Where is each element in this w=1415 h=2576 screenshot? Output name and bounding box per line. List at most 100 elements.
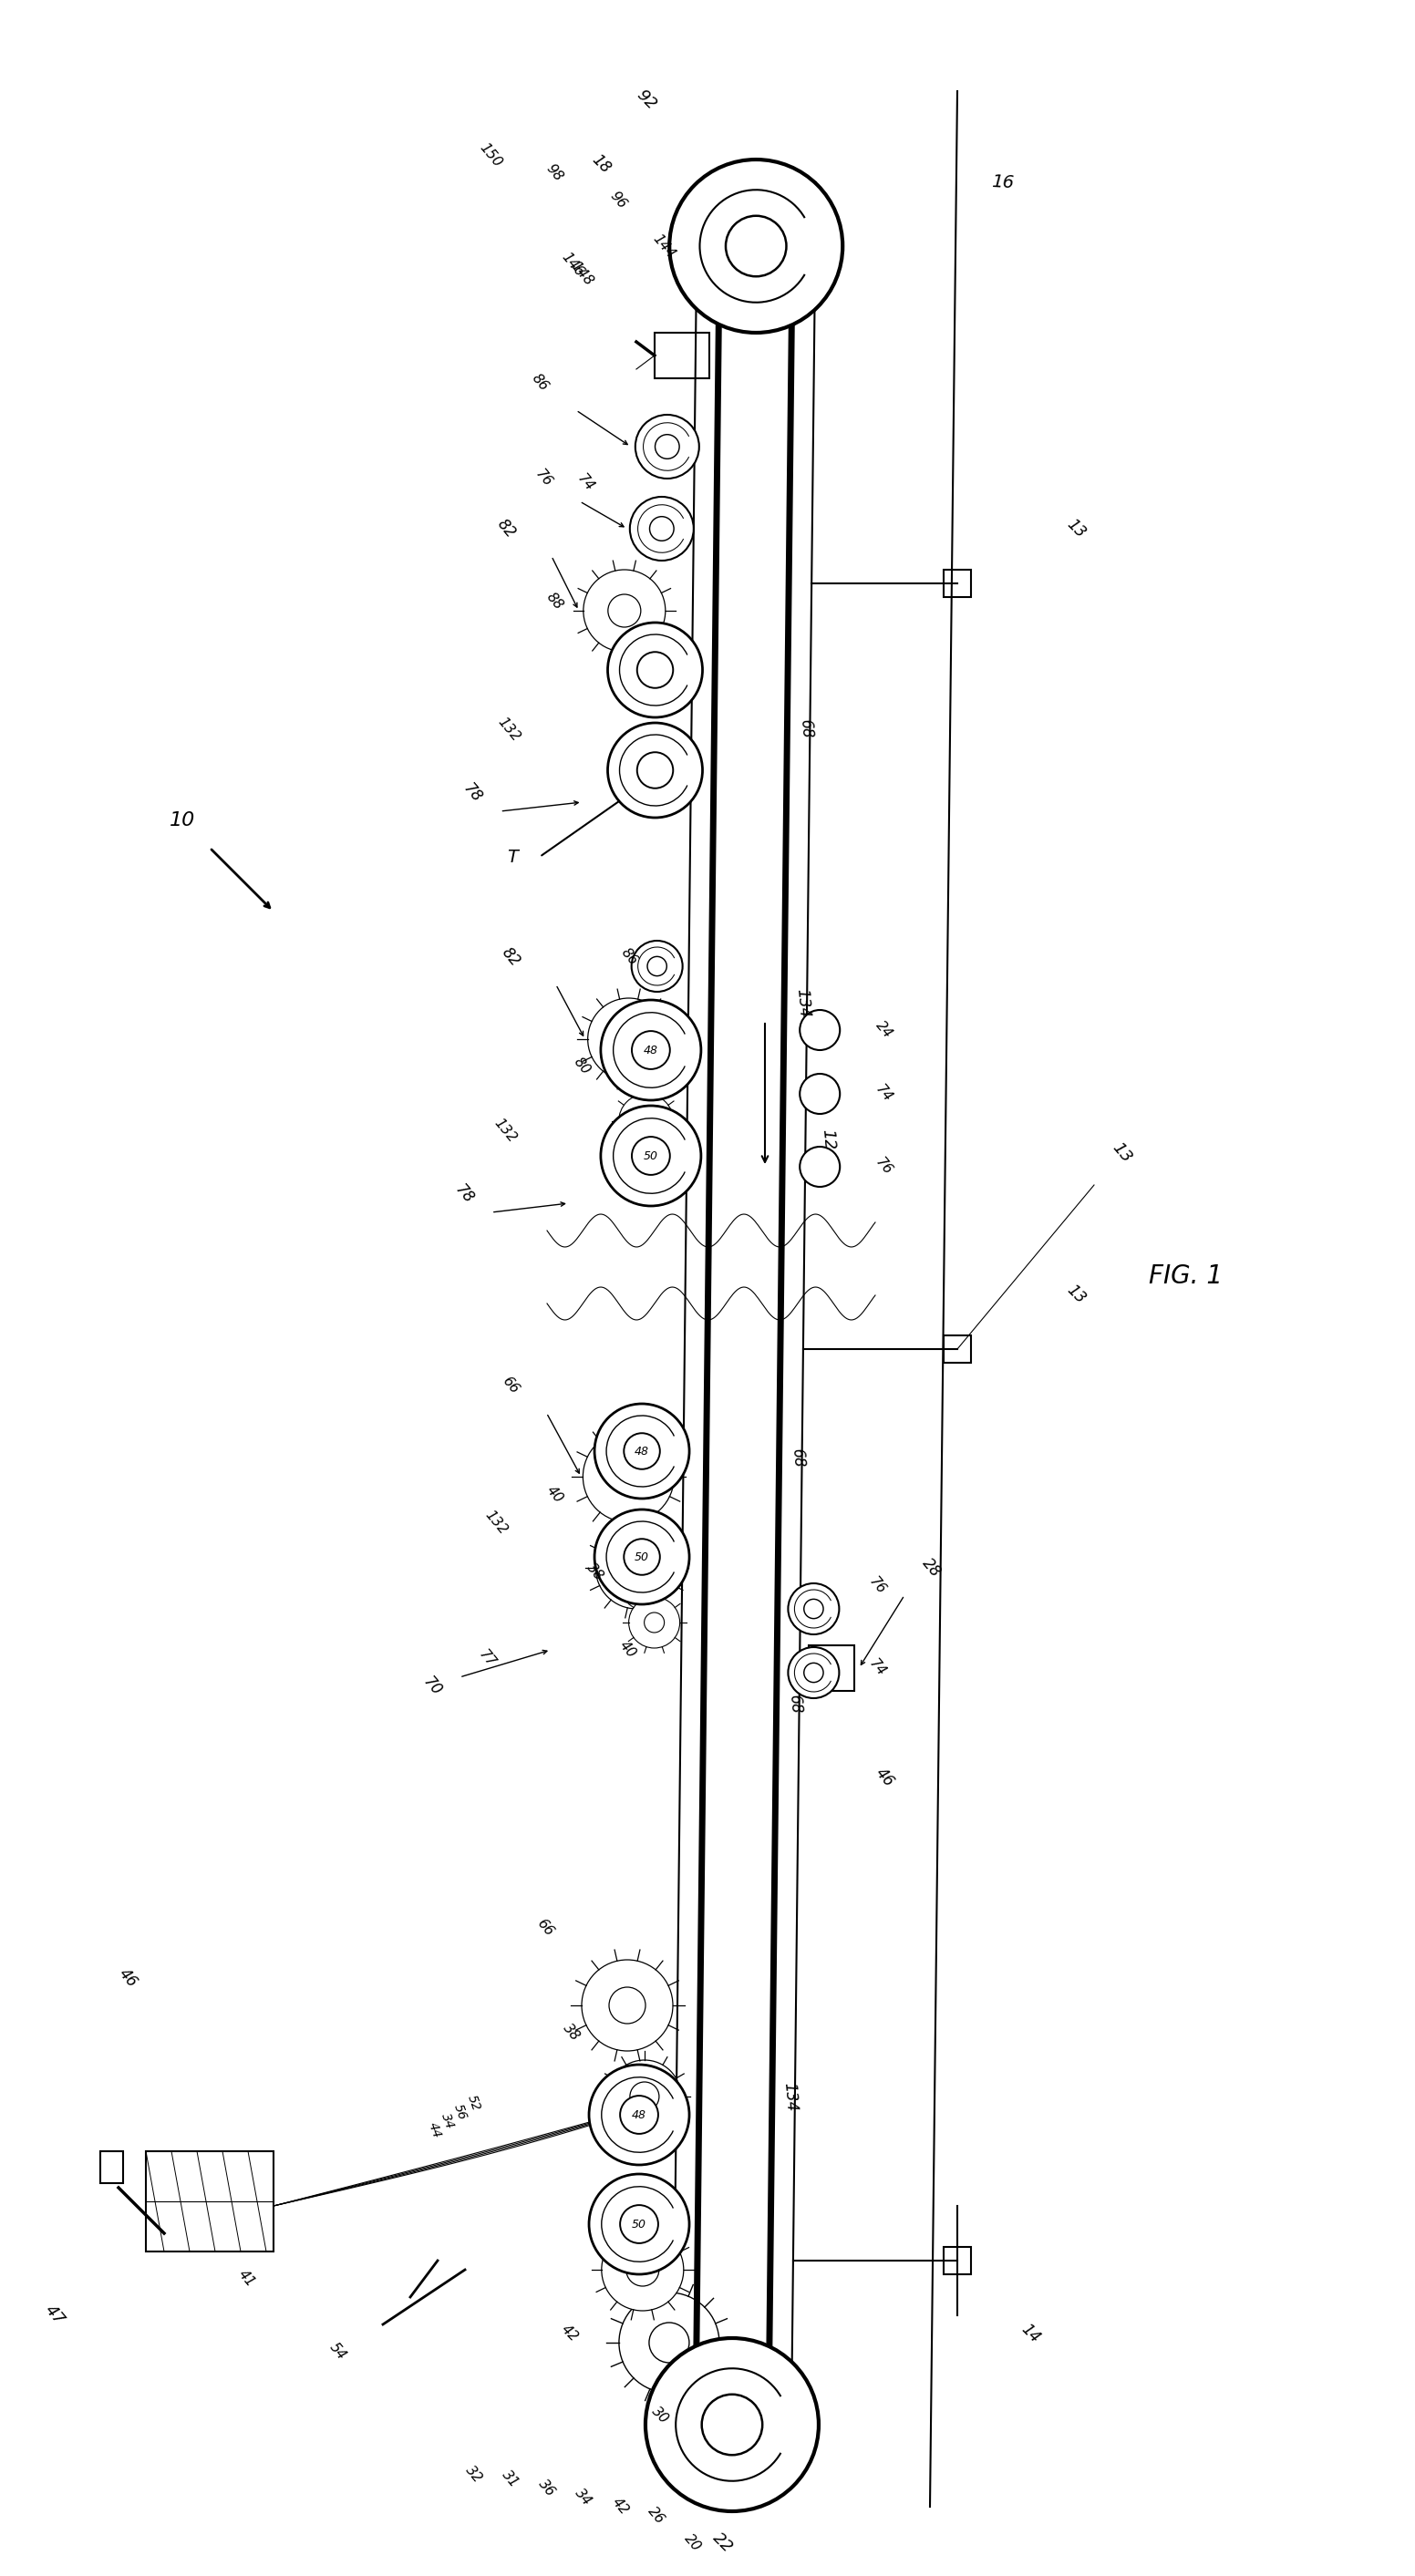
Text: 74: 74 <box>574 471 596 495</box>
Text: 68: 68 <box>797 719 815 739</box>
Circle shape <box>627 2254 659 2285</box>
Circle shape <box>589 2063 689 2164</box>
Circle shape <box>635 415 699 479</box>
Circle shape <box>624 1538 659 1574</box>
Circle shape <box>618 1095 674 1149</box>
Circle shape <box>608 595 641 626</box>
Text: 88: 88 <box>543 590 566 613</box>
Text: 78: 78 <box>460 781 485 806</box>
Circle shape <box>582 1960 674 2050</box>
Text: 68: 68 <box>785 1695 804 1716</box>
Text: 12: 12 <box>819 1128 838 1151</box>
Text: 10: 10 <box>170 811 195 829</box>
Text: 42: 42 <box>608 2496 631 2517</box>
Circle shape <box>589 2174 689 2275</box>
Bar <box>809 1646 855 1690</box>
Circle shape <box>633 1136 669 1175</box>
Circle shape <box>804 1600 824 1618</box>
Text: 28: 28 <box>920 1556 944 1582</box>
Text: 66: 66 <box>499 1376 521 1396</box>
Text: 32: 32 <box>463 2463 485 2486</box>
Circle shape <box>608 2061 681 2133</box>
Text: 68: 68 <box>788 1448 807 1468</box>
Text: 132: 132 <box>495 714 524 744</box>
Text: 92: 92 <box>634 88 659 113</box>
Text: FIG. 1: FIG. 1 <box>1149 1262 1223 1288</box>
Text: 40: 40 <box>543 1484 566 1507</box>
Bar <box>146 2151 273 2251</box>
Text: 13: 13 <box>1063 515 1088 541</box>
Circle shape <box>644 1613 664 1633</box>
Text: 144: 144 <box>649 232 678 260</box>
Text: T: T <box>507 848 518 866</box>
Text: 47: 47 <box>41 2303 68 2329</box>
Text: 20: 20 <box>682 2532 703 2555</box>
Circle shape <box>631 940 682 992</box>
Text: 74: 74 <box>873 1082 894 1105</box>
Text: 34: 34 <box>439 2110 456 2130</box>
Circle shape <box>726 216 787 276</box>
Text: 22: 22 <box>710 2530 736 2555</box>
Circle shape <box>628 1597 679 1649</box>
Text: 42: 42 <box>559 2324 580 2344</box>
Text: 38: 38 <box>584 1561 606 1584</box>
Text: 78: 78 <box>451 1182 477 1206</box>
Bar <box>100 2151 123 2182</box>
Text: 26: 26 <box>645 2504 668 2527</box>
Circle shape <box>613 1023 645 1056</box>
Text: 14: 14 <box>1017 2321 1043 2347</box>
Text: 82: 82 <box>498 945 522 969</box>
Text: 40: 40 <box>617 1638 638 1662</box>
Circle shape <box>583 1432 674 1522</box>
Circle shape <box>647 956 666 976</box>
Circle shape <box>601 999 700 1100</box>
Text: 66: 66 <box>535 1917 556 1940</box>
Circle shape <box>601 2228 683 2311</box>
Text: 146: 146 <box>559 250 586 278</box>
Circle shape <box>799 1074 841 1113</box>
Text: 36: 36 <box>536 2478 558 2499</box>
Text: 86: 86 <box>618 945 641 969</box>
Text: 18: 18 <box>589 152 614 178</box>
Circle shape <box>633 1030 669 1069</box>
Text: 34: 34 <box>573 2486 594 2509</box>
Circle shape <box>610 1458 647 1494</box>
Text: 48: 48 <box>633 2110 647 2120</box>
Text: 82: 82 <box>494 515 518 541</box>
Text: 150: 150 <box>477 139 504 170</box>
Text: 96: 96 <box>607 188 630 211</box>
Text: 31: 31 <box>499 2468 522 2491</box>
Bar <box>655 332 709 379</box>
Circle shape <box>620 2097 658 2133</box>
Circle shape <box>799 1146 841 1188</box>
Text: 24: 24 <box>873 1020 894 1041</box>
Text: 70: 70 <box>420 1674 444 1700</box>
Text: 50: 50 <box>633 2218 647 2231</box>
Text: 46: 46 <box>873 1765 897 1790</box>
Circle shape <box>607 724 702 817</box>
Circle shape <box>594 1404 689 1499</box>
Text: 13: 13 <box>1108 1139 1135 1167</box>
Text: 48: 48 <box>644 1043 658 1056</box>
Circle shape <box>655 435 679 459</box>
Circle shape <box>799 1010 841 1051</box>
Circle shape <box>594 1510 689 1605</box>
Text: 54: 54 <box>327 2342 348 2362</box>
Circle shape <box>608 1986 645 2025</box>
Circle shape <box>596 1528 678 1610</box>
Text: 44: 44 <box>426 2120 443 2141</box>
Text: 38: 38 <box>560 2022 583 2043</box>
Text: 74: 74 <box>866 1656 889 1680</box>
Circle shape <box>702 2393 763 2455</box>
Text: 134: 134 <box>792 987 812 1018</box>
Text: 132: 132 <box>483 1507 509 1538</box>
Circle shape <box>804 1664 824 1682</box>
Text: 16: 16 <box>990 173 1015 191</box>
Circle shape <box>601 1105 700 1206</box>
Circle shape <box>620 1551 654 1584</box>
Text: 41: 41 <box>235 2267 258 2290</box>
Text: 46: 46 <box>115 1965 140 1991</box>
Text: 56: 56 <box>451 2102 468 2123</box>
Circle shape <box>607 623 702 716</box>
Circle shape <box>630 2081 659 2112</box>
